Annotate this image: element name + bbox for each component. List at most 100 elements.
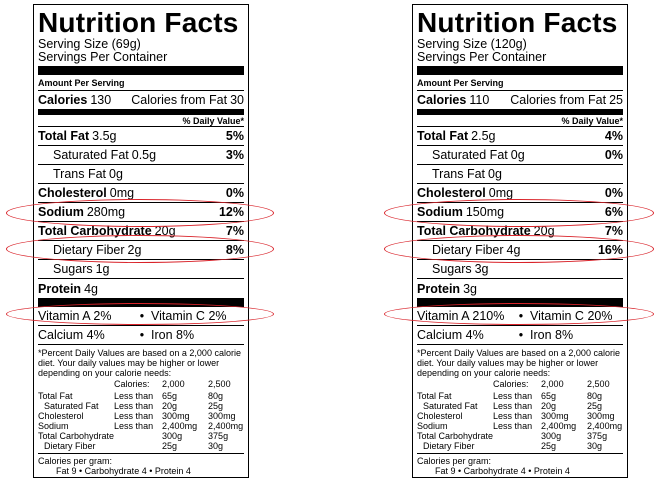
table-cell: Cholesterol [38,411,84,421]
footnote-text: *Percent Daily Values are based on a 2,0… [38,348,241,378]
table-cell: 65g [162,391,178,401]
label-title: Nutrition Facts [417,7,618,38]
dietary-fiber-dv: 16% [597,243,623,257]
saturated-fat-label: Saturated Fat [53,148,129,162]
table-row: Total Fat Less than 65g 80g [417,391,623,401]
table-row: Total Fat Less than 65g 80g [38,391,244,401]
table-row: Saturated Fat Less than 20g 25g [417,401,623,411]
calcium-label: Calcium [417,328,463,342]
calories-value: 110 [469,93,490,107]
table-cell: 300g [162,431,183,441]
cholesterol-row: Cholesterol 0mg 0% [38,184,244,203]
minerals-row: Calcium 4% • Iron 8% [38,326,244,345]
divider-medium [417,110,623,115]
cholesterol-row: Cholesterol 0mg 0% [417,184,623,203]
vitamin-c-value: 2% [208,309,227,323]
calories-per-gram-values: Fat 9 • Carbohydrate 4 • Protein 4 [56,466,191,476]
bullet: • [518,309,524,323]
calories-per-gram-label: Calories per gram: [38,453,244,466]
total-carb-label: Total Carbohydrate [417,224,531,238]
table-row: Cholesterol Less than 300mg 300mg [38,411,244,421]
table-cell [114,441,162,451]
cholesterol-value: 0mg [488,186,514,200]
table-cell [493,431,541,441]
table-cell: 375g [587,431,608,441]
iron-label: Iron [530,328,552,342]
calcium-value: 4% [465,328,484,342]
table-header-cell: 2,500 [587,379,610,389]
vitamin-a-label: Vitamin A [38,309,90,323]
trans-fat-row: Trans Fat 0g [38,165,244,184]
reference-table: Calories: 2,000 2,500 Total Fat Less than… [417,379,623,451]
table-cell: 300g [541,431,562,441]
vitamin-c-label: Vitamin C [151,309,205,323]
daily-value-header: % Daily Value* [38,115,244,127]
vitamin-a-value: 2% [93,309,112,323]
cholesterol-label: Cholesterol [417,186,486,200]
daily-value-header: % Daily Value* [417,115,623,127]
vitamin-c-value: 20% [587,309,613,323]
total-carb-value: 20g [533,224,555,238]
table-cell: Dietary Fiber [423,441,475,451]
table-cell: 300mg [587,411,615,421]
table-cell: Less than [114,401,154,411]
table-header-cell: Calories: [493,379,529,389]
protein-value: 3g [463,281,477,296]
amount-per-serving: Amount Per Serving [417,75,623,91]
sugars-value: 3g [474,262,489,276]
cholesterol-dv: 0% [604,186,623,200]
iron-label: Iron [151,328,173,342]
table-row: Total Carbohydrate 300g 375g [417,431,623,441]
table-row: Dietary Fiber 25g 30g [38,441,244,451]
calories-label: Calories [38,93,88,107]
divider-thick [417,298,623,307]
table-cell: 2,400mg [162,421,198,431]
table-cell: 300mg [162,411,190,421]
table-row: Sodium Less than 2,400mg 2,400mg [417,421,623,431]
sugars-row: Sugars 3g [417,260,623,279]
sodium-label: Sodium [38,205,84,219]
sodium-label: Sodium [417,205,463,219]
table-cell: 25g [541,441,557,451]
table-header-cell: Calories: [114,379,150,389]
bullet: • [518,328,524,342]
table-cell: 80g [587,391,603,401]
total-fat-dv: 4% [604,129,623,143]
table-cell: Sodium [38,421,69,431]
total-fat-row: Total Fat 3.5g 5% [38,127,244,146]
calories-row: Calories 130 Calories from Fat 30 [38,91,244,110]
dietary-fiber-value: 4g [506,243,521,257]
bullet: • [139,328,145,342]
servings-per-container: Servings Per Container [417,50,547,64]
nutrition-label-left: Nutrition Facts Serving Size (69g) Servi… [33,4,249,478]
protein-label: Protein [38,281,82,296]
table-cell: Total Fat [417,391,452,401]
table-row: Saturated Fat Less than 20g 25g [38,401,244,411]
reference-table: Calories: 2,000 2,500 Total Fat Less than… [38,379,244,451]
calories-from-fat-value: 30 [230,93,244,107]
cholesterol-dv: 0% [225,186,244,200]
table-cell: 30g [208,441,224,451]
total-carb-value: 20g [154,224,176,238]
iron-value: 8% [176,328,195,342]
sodium-row: Sodium 150mg 6% [417,203,623,222]
table-cell: 2,400mg [587,421,623,431]
table-cell: 30g [587,441,603,451]
table-header-cell: 2,000 [162,379,185,389]
table-cell: Cholesterol [417,411,463,421]
serving-size: Serving Size (69g) [38,37,141,51]
table-cell: Less than [114,411,154,421]
table-cell: Saturated Fat [44,401,99,411]
cholesterol-label: Cholesterol [38,186,107,200]
table-cell: 300mg [541,411,569,421]
table-cell: Dietary Fiber [44,441,96,451]
table-cell: 20g [541,401,557,411]
nutrition-label-right: Nutrition Facts Serving Size (120g) Serv… [412,4,628,478]
calcium-value: 4% [86,328,105,342]
divider-thick [38,66,244,75]
vitamins-row: Vitamin A 210% • Vitamin C 20% [417,307,623,326]
table-cell: Less than [493,401,533,411]
saturated-fat-row: Saturated Fat 0.5g 3% [38,146,244,165]
total-fat-row: Total Fat 2.5g 4% [417,127,623,146]
trans-fat-value: 0g [488,167,502,181]
